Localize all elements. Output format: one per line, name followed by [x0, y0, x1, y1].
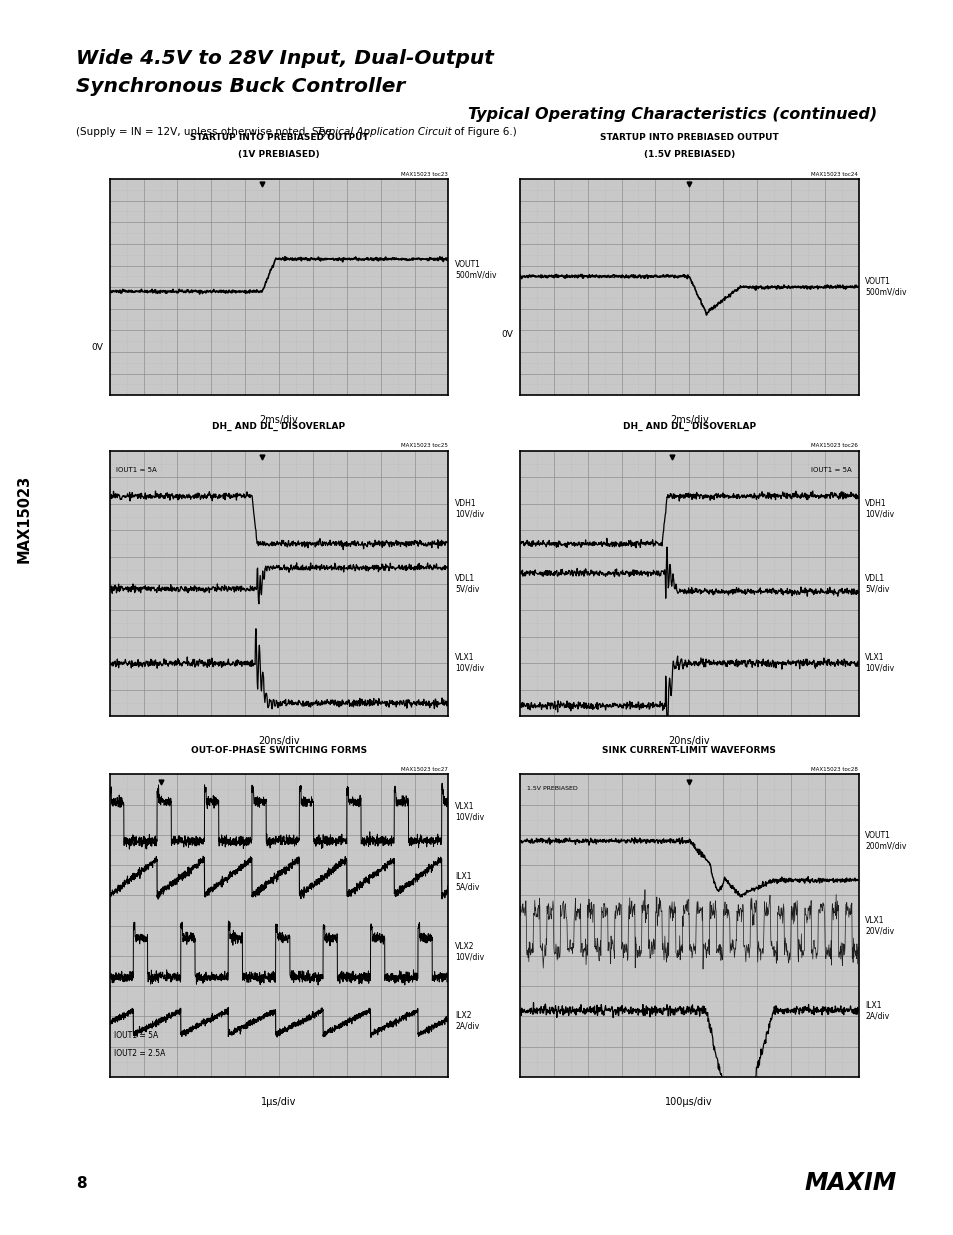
Text: (1V PREBIASED): (1V PREBIASED) — [238, 151, 319, 159]
Text: ILX1
5A/div: ILX1 5A/div — [455, 872, 479, 892]
Text: MAX15023 toc25: MAX15023 toc25 — [400, 443, 447, 448]
Text: 2ms/div: 2ms/div — [259, 415, 298, 425]
Text: VDH1
10V/div: VDH1 10V/div — [455, 499, 484, 519]
Text: IOUT1 = 5A: IOUT1 = 5A — [116, 467, 157, 473]
Text: 0V: 0V — [91, 343, 103, 352]
Text: 0V: 0V — [501, 330, 513, 340]
Text: VDL1
5V/div: VDL1 5V/div — [455, 574, 479, 593]
Text: 1.5V PREBIASED: 1.5V PREBIASED — [526, 787, 577, 792]
Text: VOUT1
200mV/div: VOUT1 200mV/div — [864, 831, 905, 851]
Text: MAX15023: MAX15023 — [16, 474, 31, 563]
Text: MAX15023 toc24: MAX15023 toc24 — [810, 172, 857, 177]
Text: OUT-OF-PHASE SWITCHING FORMS: OUT-OF-PHASE SWITCHING FORMS — [191, 746, 367, 755]
Text: Wide 4.5V to 28V Input, Dual-Output: Wide 4.5V to 28V Input, Dual-Output — [76, 49, 494, 68]
Text: 8: 8 — [76, 1176, 87, 1191]
Text: IOUT1 = 5A: IOUT1 = 5A — [114, 1031, 158, 1040]
Text: IOUT1 = 5A: IOUT1 = 5A — [810, 467, 851, 473]
Text: MAX15023 toc27: MAX15023 toc27 — [400, 767, 447, 772]
Text: 20ns/div: 20ns/div — [258, 736, 299, 746]
Text: SINK CURRENT-LIMIT WAVEFORMS: SINK CURRENT-LIMIT WAVEFORMS — [601, 746, 776, 755]
Text: 20ns/div: 20ns/div — [668, 736, 709, 746]
Text: MAX15023 toc23: MAX15023 toc23 — [400, 172, 447, 177]
Text: VLX1
10V/div: VLX1 10V/div — [864, 653, 894, 673]
Text: VOUT1
500mV/div: VOUT1 500mV/div — [864, 278, 906, 296]
Text: VLX1
20V/div: VLX1 20V/div — [864, 916, 894, 935]
Text: VLX1
10V/div: VLX1 10V/div — [455, 803, 484, 821]
Text: MAX15023 toc26: MAX15023 toc26 — [810, 443, 857, 448]
Text: DH_ AND DL_ DISOVERLAP: DH_ AND DL_ DISOVERLAP — [622, 422, 755, 431]
Text: 2ms/div: 2ms/div — [669, 415, 708, 425]
Text: ILX2
2A/div: ILX2 2A/div — [455, 1011, 478, 1031]
Text: VLX1
10V/div: VLX1 10V/div — [455, 653, 484, 673]
Text: Typical Application Circuit: Typical Application Circuit — [316, 127, 451, 137]
Text: VLX2
10V/div: VLX2 10V/div — [455, 941, 484, 961]
Text: DH_ AND DL_ DISOVERLAP: DH_ AND DL_ DISOVERLAP — [213, 422, 345, 431]
Text: MAXIM: MAXIM — [803, 1171, 896, 1195]
Text: STARTUP INTO PREBIASED OUTPUT: STARTUP INTO PREBIASED OUTPUT — [190, 133, 368, 142]
Text: of Figure 6.): of Figure 6.) — [451, 127, 517, 137]
Text: ILX1
2A/div: ILX1 2A/div — [864, 1000, 888, 1020]
Text: VDH1
10V/div: VDH1 10V/div — [864, 499, 894, 519]
Text: MAX15023 toc28: MAX15023 toc28 — [810, 767, 857, 772]
Text: (1.5V PREBIASED): (1.5V PREBIASED) — [643, 151, 734, 159]
Text: Typical Operating Characteristics (continued): Typical Operating Characteristics (conti… — [468, 107, 877, 122]
Text: VDL1
5V/div: VDL1 5V/div — [864, 574, 889, 593]
Text: VOUT1
500mV/div: VOUT1 500mV/div — [455, 261, 497, 279]
Text: Synchronous Buck Controller: Synchronous Buck Controller — [76, 78, 405, 96]
Text: 1μs/div: 1μs/div — [261, 1097, 296, 1107]
Text: 100μs/div: 100μs/div — [665, 1097, 712, 1107]
Text: IOUT2 = 2.5A: IOUT2 = 2.5A — [114, 1050, 166, 1058]
Text: (Supply = IN = 12V, unless otherwise noted. See: (Supply = IN = 12V, unless otherwise not… — [76, 127, 335, 137]
Text: STARTUP INTO PREBIASED OUTPUT: STARTUP INTO PREBIASED OUTPUT — [599, 133, 778, 142]
